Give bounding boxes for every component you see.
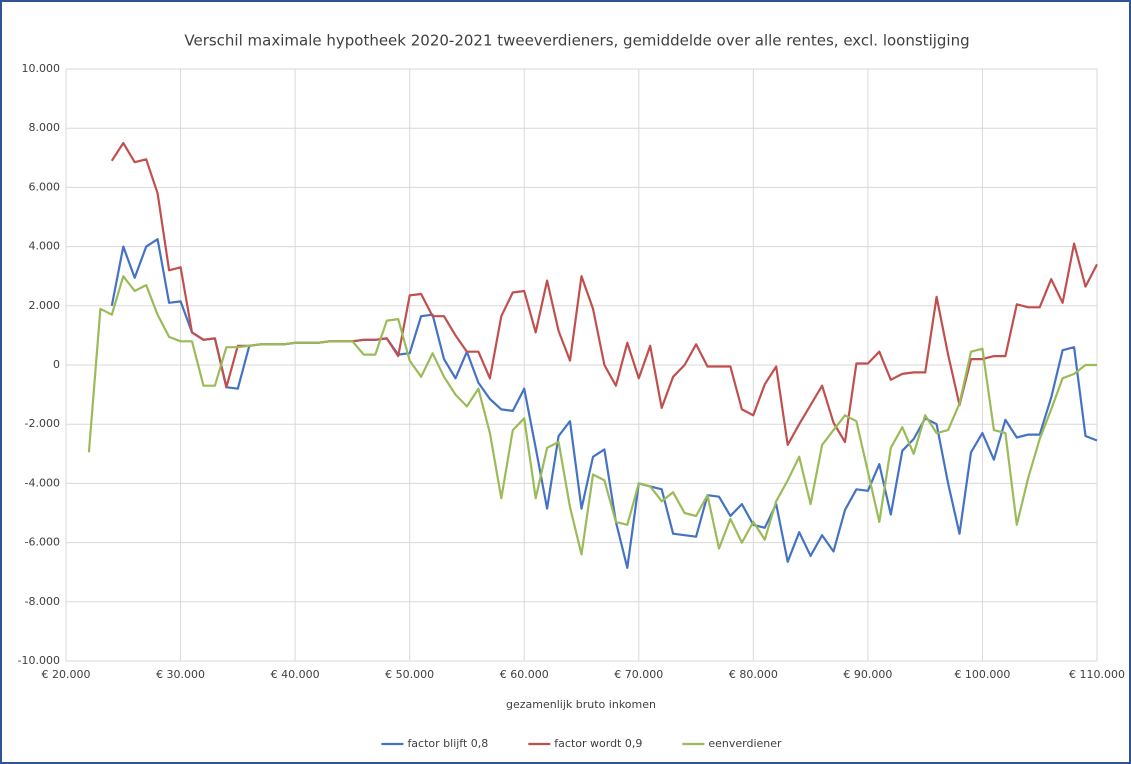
y-tick-label: -2.000: [25, 417, 60, 430]
x-tick-label: € 60.000: [500, 668, 549, 681]
x-tick-label: € 50.000: [385, 668, 434, 681]
x-tick-label: € 90.000: [843, 668, 892, 681]
x-axis-label: gezamenlijk bruto inkomen: [506, 698, 656, 711]
legend-label: factor wordt 0,9: [554, 737, 642, 750]
y-tick-label: 10.000: [22, 62, 61, 75]
x-tick-label: € 30.000: [156, 668, 205, 681]
y-tick-label: 8.000: [29, 121, 61, 134]
y-tick-label: 4.000: [29, 240, 61, 253]
legend-label: eenverdiener: [708, 737, 782, 750]
x-tick-label: € 100.000: [954, 668, 1010, 681]
x-tick-label: € 110.000: [1069, 668, 1125, 681]
y-tick-label: -4.000: [25, 476, 60, 489]
data-line: [87, 275, 1097, 556]
x-tick-label: € 70.000: [614, 668, 663, 681]
x-tick-label: € 20.000: [42, 668, 91, 681]
y-tick-label: 2.000: [29, 299, 61, 312]
legend-label: factor blijft 0,8: [407, 737, 488, 750]
x-tick-label: € 80.000: [729, 668, 778, 681]
y-tick-label: 0: [53, 358, 60, 371]
y-tick-label: -6.000: [25, 536, 60, 549]
y-tick-label: -10.000: [18, 654, 60, 667]
chart-title: Verschil maximale hypotheek 2020-2021 tw…: [184, 32, 969, 50]
y-tick-label: -8.000: [25, 595, 60, 608]
x-tick-label: € 40.000: [271, 668, 320, 681]
y-tick-label: 6.000: [29, 180, 61, 193]
